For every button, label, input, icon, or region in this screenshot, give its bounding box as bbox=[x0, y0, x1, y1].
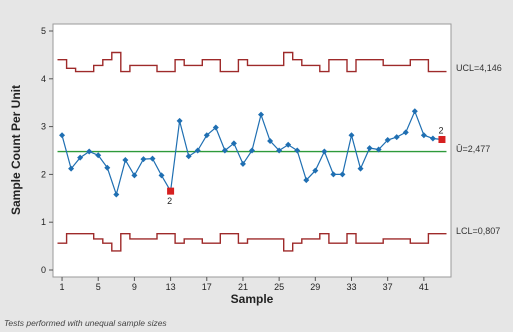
y-tick-label: 1 bbox=[41, 217, 46, 227]
data-point bbox=[348, 132, 355, 139]
data-point bbox=[59, 132, 66, 139]
data-point bbox=[77, 154, 84, 161]
data-point bbox=[357, 165, 364, 172]
flag-label: 2 bbox=[438, 126, 443, 136]
data-point bbox=[221, 147, 228, 154]
x-tick-label: 5 bbox=[96, 282, 101, 292]
y-tick-label: 2 bbox=[41, 169, 46, 179]
y-axis-title: Sample Count Per Unit bbox=[9, 85, 23, 215]
data-point bbox=[339, 171, 346, 178]
x-tick-label: 21 bbox=[238, 282, 248, 292]
data-point bbox=[420, 132, 427, 139]
footnote: Tests performed with unequal sample size… bbox=[4, 318, 167, 328]
data-point bbox=[312, 167, 319, 174]
x-tick-label: 29 bbox=[310, 282, 320, 292]
data-point bbox=[384, 136, 391, 143]
data-point bbox=[402, 129, 409, 136]
data-point bbox=[95, 152, 102, 159]
data-point bbox=[122, 157, 129, 164]
flag-label: 2 bbox=[167, 196, 172, 206]
data-point bbox=[86, 148, 93, 155]
x-tick-label: 17 bbox=[202, 282, 212, 292]
data-point bbox=[303, 177, 310, 184]
y-tick-label: 4 bbox=[41, 74, 46, 84]
data-point bbox=[194, 147, 201, 154]
x-tick-label: 41 bbox=[419, 282, 429, 292]
data-point bbox=[185, 153, 192, 160]
y-tick-label: 5 bbox=[41, 26, 46, 36]
data-series: 22 bbox=[59, 108, 446, 206]
data-point bbox=[176, 117, 183, 124]
data-point bbox=[212, 124, 219, 131]
ucl-label: UCL=4,146 bbox=[456, 63, 502, 73]
data-point bbox=[276, 147, 283, 154]
center-line-label: Ū=2,477 bbox=[456, 144, 490, 154]
data-point bbox=[411, 108, 418, 115]
data-point bbox=[131, 172, 138, 179]
data-point bbox=[285, 141, 292, 148]
data-point bbox=[113, 191, 120, 198]
data-point bbox=[230, 140, 237, 147]
y-tick-label: 3 bbox=[41, 122, 46, 132]
data-point bbox=[375, 146, 382, 153]
data-point bbox=[321, 148, 328, 155]
y-tick-label: 0 bbox=[41, 265, 46, 275]
data-point bbox=[203, 132, 210, 139]
flagged-point bbox=[167, 187, 175, 195]
data-point bbox=[68, 165, 75, 172]
data-point bbox=[429, 135, 436, 142]
data-point bbox=[267, 137, 274, 144]
data-point bbox=[104, 164, 111, 171]
lcl-label: LCL=0,807 bbox=[456, 226, 500, 236]
data-point bbox=[393, 134, 400, 141]
lcl-line bbox=[57, 233, 447, 252]
data-point bbox=[258, 111, 265, 118]
data-point bbox=[140, 156, 147, 163]
data-point bbox=[239, 160, 246, 167]
axes: 0 1 2 3 4 5 1 5 9 13 17 21 25 29 33 37 41 bbox=[41, 26, 429, 292]
x-tick-label: 9 bbox=[132, 282, 137, 292]
data-point bbox=[294, 147, 301, 154]
x-tick-label: 25 bbox=[274, 282, 284, 292]
x-tick-label: 1 bbox=[60, 282, 65, 292]
data-point bbox=[366, 145, 373, 152]
x-axis-title: Sample bbox=[231, 292, 274, 306]
flagged-point bbox=[438, 136, 446, 144]
data-point bbox=[149, 155, 156, 162]
x-tick-label: 37 bbox=[383, 282, 393, 292]
data-point bbox=[158, 172, 165, 179]
data-point bbox=[249, 147, 255, 154]
x-tick-label: 13 bbox=[166, 282, 176, 292]
data-point bbox=[330, 171, 337, 178]
ucl-line bbox=[57, 51, 447, 73]
x-tick-label: 33 bbox=[346, 282, 356, 292]
